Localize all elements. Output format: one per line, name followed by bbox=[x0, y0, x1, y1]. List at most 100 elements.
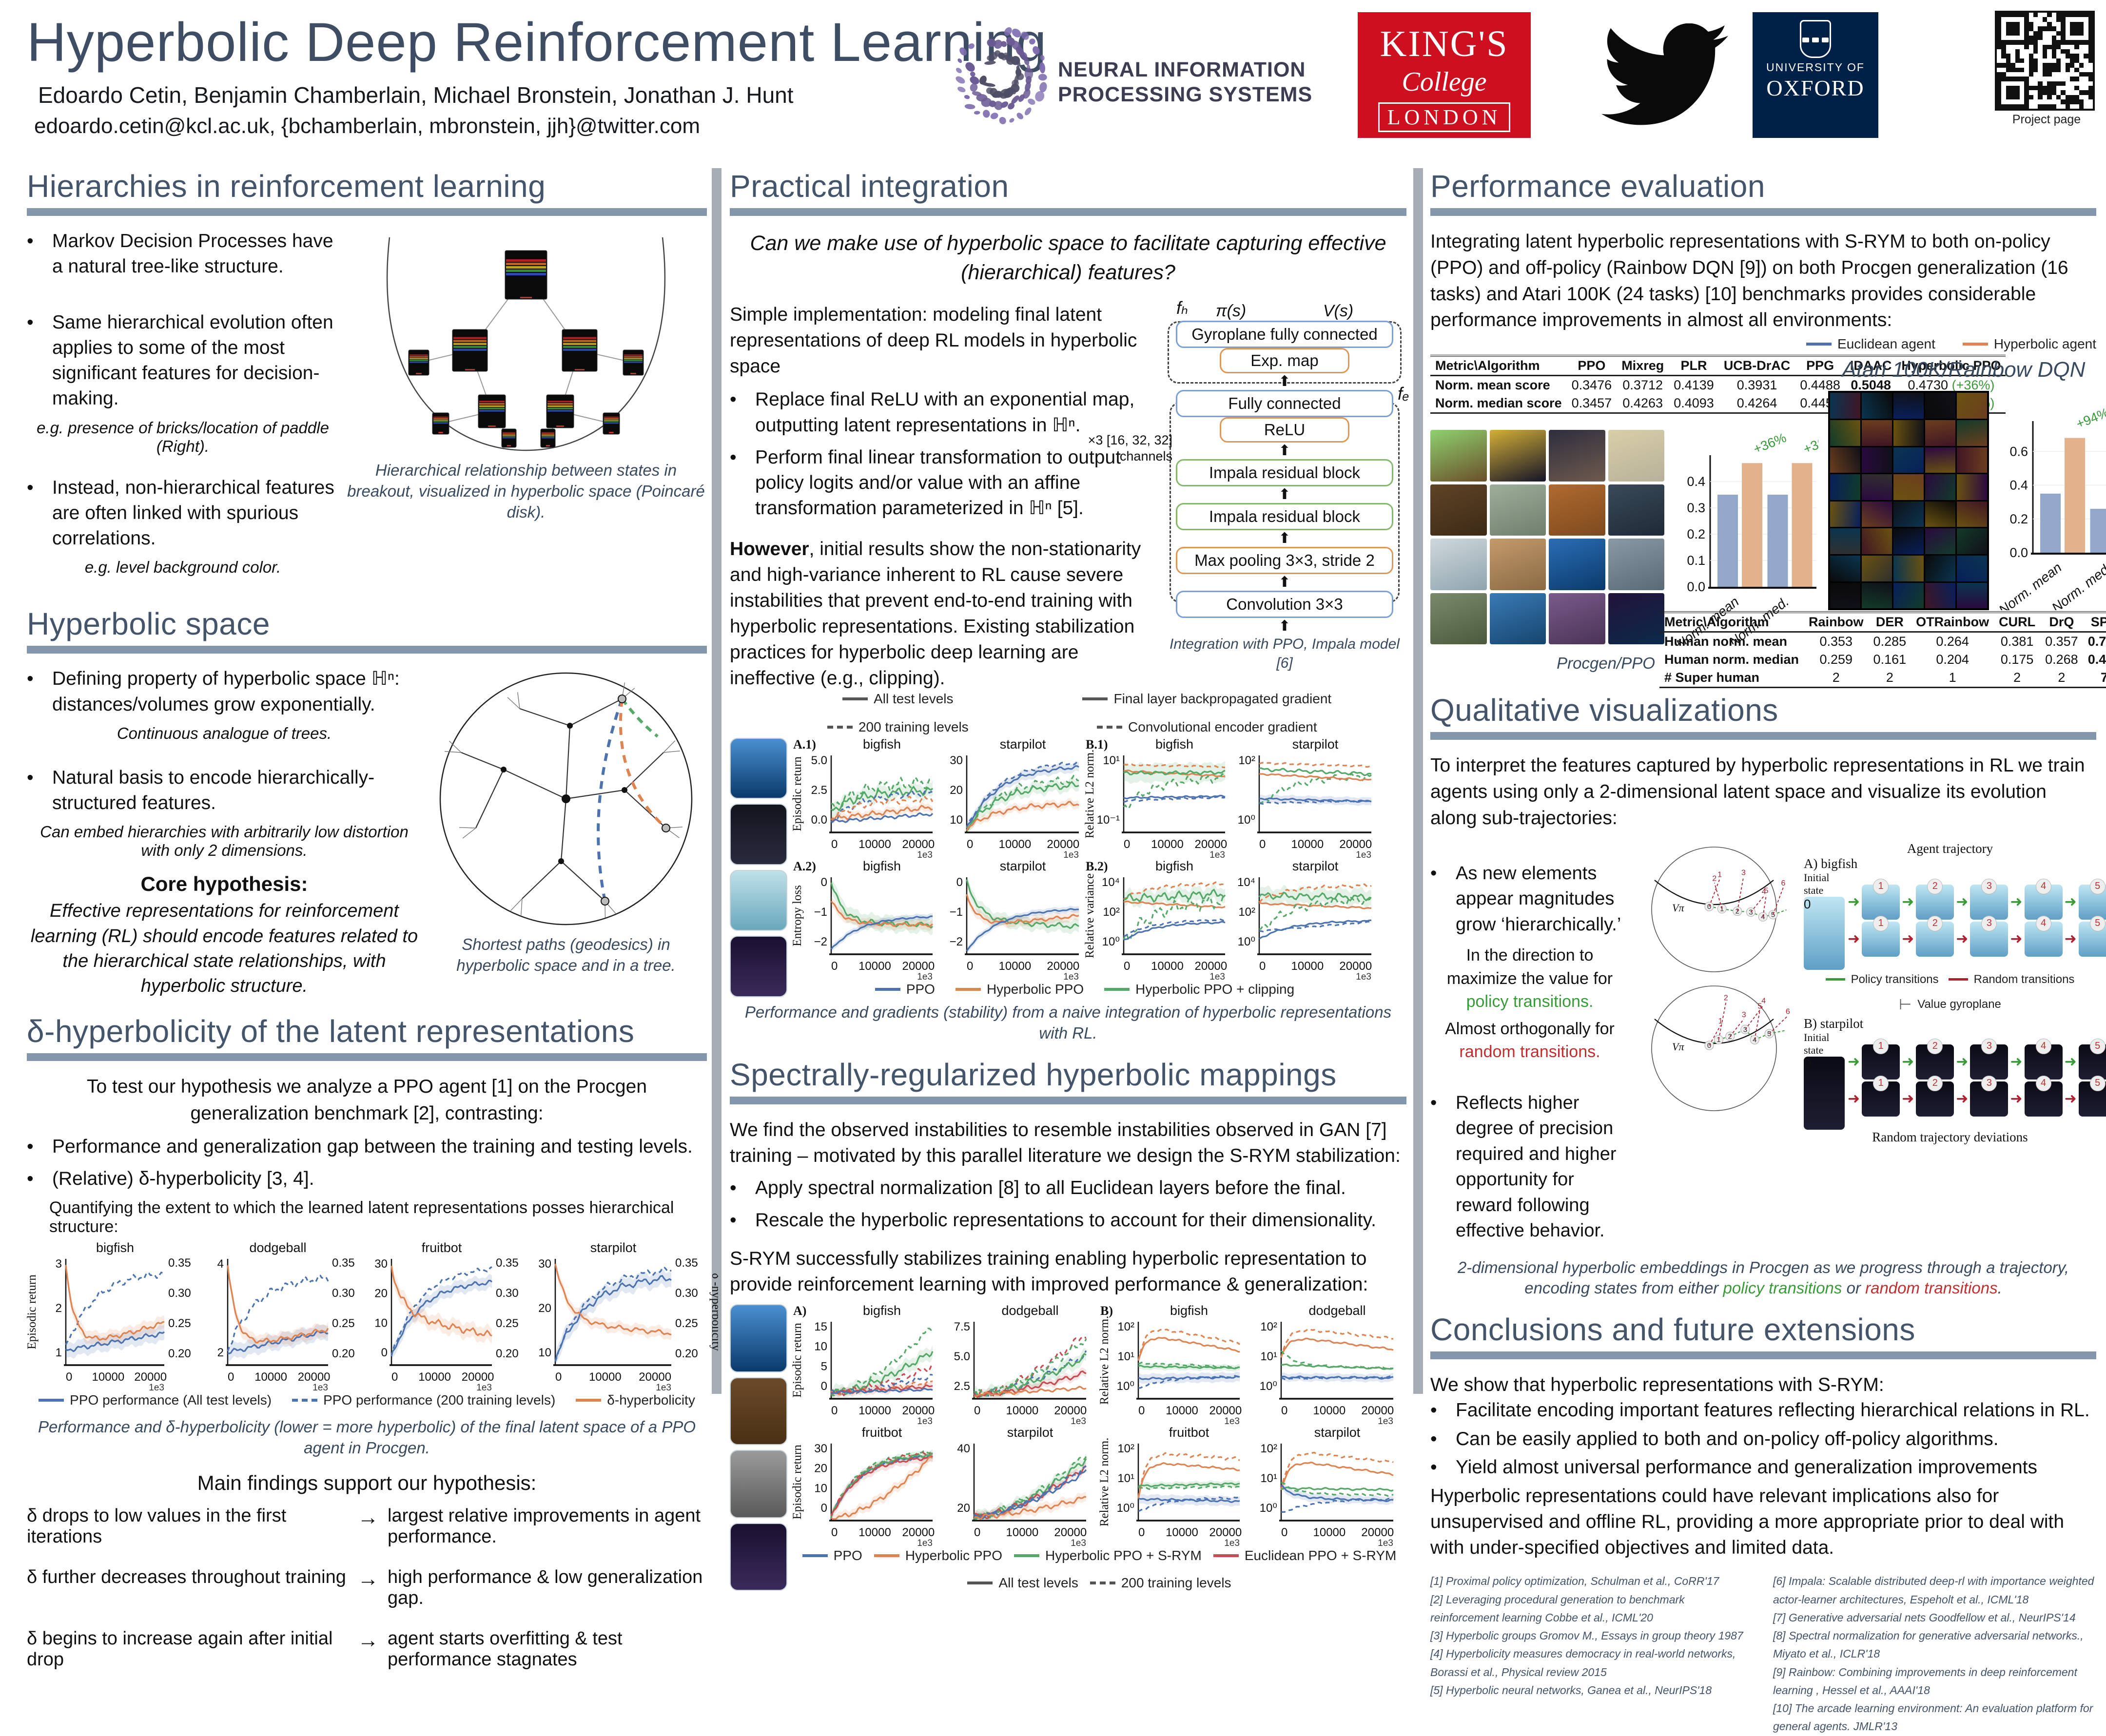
svg-ellipse bbox=[955, 75, 966, 85]
legend-swatch bbox=[576, 1399, 601, 1402]
qr-cell bbox=[2052, 22, 2056, 26]
qr-cell bbox=[2047, 72, 2051, 77]
svg-text: 4 bbox=[1753, 1036, 1756, 1044]
poster-title: Hyperbolic Deep Reinforcement Learning bbox=[27, 11, 1047, 74]
left-column: Hierarchies in reinforcement learning •M… bbox=[27, 168, 707, 1690]
table-cell: 0.415 bbox=[2083, 651, 2106, 669]
qr-cell bbox=[1997, 26, 2001, 31]
svg-text: bigfish bbox=[1155, 738, 1193, 752]
kings-college-london-logo: KING'S College LONDON bbox=[1358, 12, 1531, 138]
svg-line bbox=[1737, 877, 1744, 911]
legend-label: Convolutional encoder gradient bbox=[1128, 719, 1317, 735]
qr-cell bbox=[2029, 90, 2033, 95]
legend-item: All test levels bbox=[967, 1575, 1078, 1591]
atari-thumbnail bbox=[1893, 474, 1924, 500]
qr-cell bbox=[1997, 17, 2001, 21]
policy-frame: 3 bbox=[1970, 885, 2008, 920]
qr-cell bbox=[2079, 40, 2084, 44]
random-frame: 3 bbox=[1970, 922, 2008, 957]
qr-cell bbox=[2070, 68, 2074, 72]
state-chip: 3 bbox=[1981, 879, 1997, 894]
atari-thumbnail bbox=[1893, 528, 1924, 554]
atari-thumbnail bbox=[1830, 528, 1860, 554]
svg-ellipse bbox=[969, 75, 981, 86]
qr-cell bbox=[2024, 36, 2028, 40]
qr-cell bbox=[2006, 40, 2010, 44]
qr-cell bbox=[2024, 26, 2028, 31]
svg-text: 0 bbox=[974, 1404, 980, 1417]
table-header-cell: PPO bbox=[1567, 356, 1617, 376]
qr-cell bbox=[2015, 22, 2020, 26]
oxford-crest-icon bbox=[1800, 20, 1831, 58]
qr-cell bbox=[2074, 77, 2079, 81]
state-chip: 2 bbox=[1927, 879, 1943, 894]
svg-ellipse bbox=[964, 104, 975, 110]
qr-cell bbox=[2052, 99, 2056, 104]
random-arrow-icon: ➜ bbox=[2065, 1090, 2077, 1107]
policy-arrow-icon: ➜ bbox=[2065, 1053, 2077, 1070]
qr-cell bbox=[2066, 26, 2070, 31]
atari-thumbnail bbox=[1925, 447, 1955, 473]
poster-emails: edoardo.cetin@kcl.ac.uk, {bchamberlain, … bbox=[34, 114, 700, 138]
qr-cell bbox=[2066, 99, 2070, 104]
svg-text: 0 bbox=[1281, 1404, 1287, 1417]
qr-cell bbox=[2047, 26, 2051, 31]
reference-item: [6] Impala: Scalable distributed deep-rl… bbox=[1773, 1572, 2096, 1609]
svg-path bbox=[1655, 880, 1774, 905]
svg-polyline bbox=[1138, 1330, 1240, 1361]
svg-text: 10000 bbox=[1313, 1526, 1346, 1539]
qr-cell bbox=[2074, 95, 2079, 99]
state-chip: 1 bbox=[1873, 916, 1889, 931]
svg-rect bbox=[2065, 438, 2085, 553]
svg-text: 6 bbox=[1786, 1007, 1790, 1016]
atari-thumbnail bbox=[1893, 393, 1924, 419]
svg-text: 1 bbox=[1720, 905, 1724, 913]
qr-cell bbox=[2088, 54, 2093, 58]
legend-label: Hyperbolic PPO + clipping bbox=[1135, 982, 1294, 997]
legend-swatch bbox=[1090, 1582, 1115, 1584]
svg-rect bbox=[410, 358, 428, 360]
qr-cell bbox=[2033, 26, 2038, 31]
qr-cell bbox=[2020, 77, 2024, 81]
state-chip: 4 bbox=[2036, 879, 2051, 894]
svg-text: 1e3 bbox=[1071, 1538, 1086, 1548]
qr-cell bbox=[2038, 49, 2042, 54]
svg-rect bbox=[624, 356, 643, 358]
qr-cell bbox=[2088, 40, 2093, 44]
qr-cell bbox=[2024, 77, 2028, 81]
qr-cell bbox=[2033, 58, 2038, 63]
qr-cell bbox=[2061, 54, 2065, 58]
qr-cell bbox=[2056, 54, 2061, 58]
svg-ellipse bbox=[1040, 55, 1045, 61]
svg-text: 6 bbox=[1781, 879, 1785, 887]
legend-swatch bbox=[1213, 1554, 1239, 1557]
qr-cell bbox=[2070, 54, 2074, 58]
qr-cell bbox=[1997, 36, 2001, 40]
qr-cell bbox=[2043, 54, 2047, 58]
section-title-srym: Spectrally-regularized hyperbolic mappin… bbox=[730, 1057, 1406, 1093]
qr-cell bbox=[2052, 45, 2056, 49]
qr-cell bbox=[2074, 63, 2079, 67]
state-chip: 2 bbox=[1927, 1039, 1943, 1054]
right-column: Performance evaluation Integrating laten… bbox=[1430, 168, 2096, 1736]
qr-cell bbox=[2052, 95, 2056, 99]
svg-text: 10² bbox=[1103, 906, 1120, 919]
qr-cell bbox=[2061, 49, 2065, 54]
up-arrow-icon: ⬆ bbox=[1163, 531, 1406, 546]
svg-text: 1 bbox=[1716, 1036, 1720, 1044]
qr-cell bbox=[2084, 81, 2088, 86]
bullet-subtext: Can embed hierarchies with arbitrarily l… bbox=[27, 823, 422, 860]
svg-line bbox=[507, 697, 520, 709]
performance-intro: Integrating latent hyperbolic representa… bbox=[1430, 229, 2096, 333]
qr-cell bbox=[2001, 45, 2006, 49]
policy-arrow-icon: ➜ bbox=[1902, 893, 1914, 910]
qr-cell bbox=[2038, 95, 2042, 99]
table-cell: 2 bbox=[1804, 669, 1869, 688]
svg-text: 0 bbox=[821, 1380, 827, 1393]
random-arrow-icon: ➜ bbox=[2010, 1090, 2022, 1107]
qr-cell bbox=[2006, 63, 2010, 67]
